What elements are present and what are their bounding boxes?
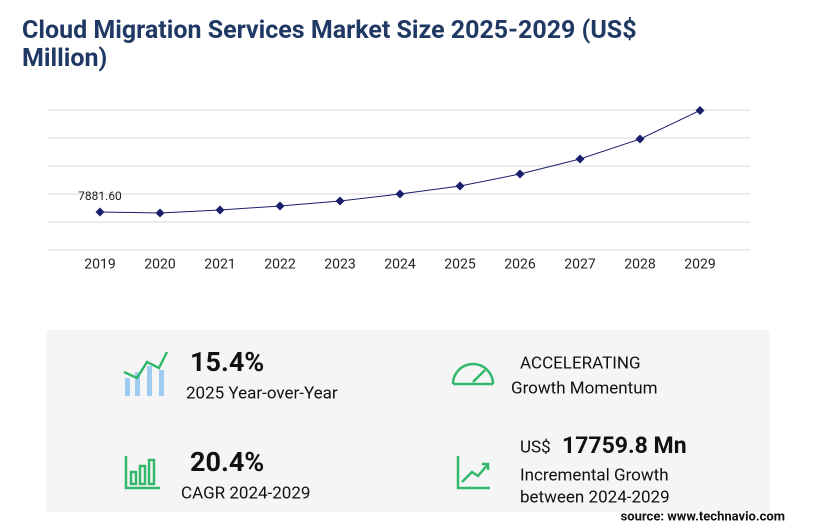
stat-value: 15.4% — [190, 346, 264, 378]
stat-label: Incremental Growth — [520, 465, 669, 485]
stat-value: 17759.8 Mn — [562, 432, 687, 459]
stat-label: 2025 Year-over-Year — [186, 383, 338, 403]
x-tick-label: 2027 — [564, 257, 596, 273]
x-tick-label: 2024 — [384, 257, 416, 273]
stat-label: Growth Momentum — [511, 378, 657, 398]
data-point — [95, 207, 105, 217]
data-point — [335, 196, 345, 206]
stat-label: CAGR 2024-2029 — [181, 483, 310, 503]
x-tick-label: 2026 — [504, 257, 536, 273]
chart-title: Cloud Migration Services Market Size 202… — [22, 16, 637, 73]
data-point — [455, 181, 465, 191]
title-line: Million) — [22, 44, 107, 73]
data-point — [575, 154, 585, 164]
icon-trend — [456, 456, 490, 490]
x-tick-label: 2022 — [264, 257, 296, 273]
title-line: Cloud Migration Services Market Size 202… — [22, 16, 637, 45]
icon-bars — [124, 456, 160, 490]
x-tick-label: 2020 — [144, 257, 176, 273]
data-point — [695, 105, 705, 115]
data-point — [155, 208, 165, 218]
x-tick-label: 2025 — [444, 257, 476, 273]
source: source: www.technavio.com — [621, 509, 785, 524]
stats-panel — [46, 330, 770, 512]
x-tick-label: 2029 — [684, 257, 715, 273]
data-label: 7881.60 — [78, 189, 122, 203]
x-tick-label: 2028 — [624, 257, 656, 273]
icon-speedometer — [451, 362, 495, 386]
stat-value: ACCELERATING — [520, 353, 641, 373]
stat-value: 20.4% — [190, 446, 264, 478]
data-point — [275, 201, 285, 211]
data-point — [395, 189, 405, 199]
data-point — [215, 205, 225, 215]
x-tick-label: 2023 — [324, 257, 355, 273]
data-point — [635, 134, 645, 144]
x-tick-label: 2021 — [204, 257, 235, 273]
stat-label: between 2024-2029 — [520, 487, 670, 507]
data-point — [515, 169, 525, 179]
x-tick-label: 2019 — [84, 257, 115, 273]
icon-growth — [123, 351, 169, 396]
stat-prefix: US$ — [520, 437, 551, 457]
